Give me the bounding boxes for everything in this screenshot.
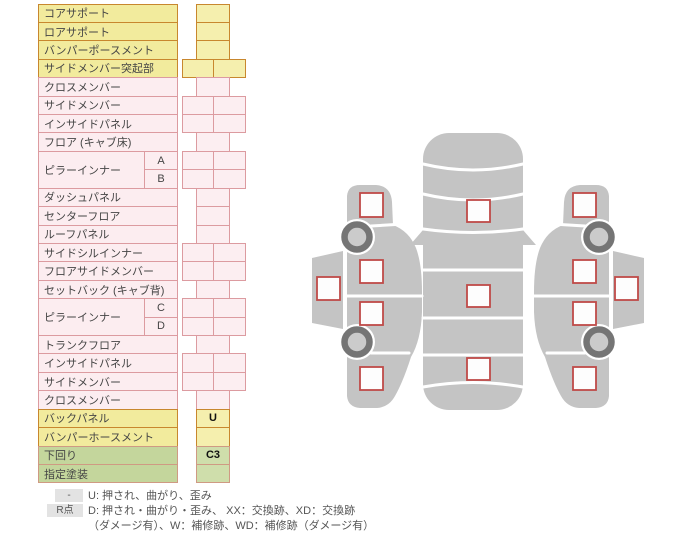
marker-left-rear-fender[interactable] [359, 366, 384, 391]
damage-cell[interactable] [182, 261, 214, 281]
damage-cell[interactable] [196, 21, 230, 42]
left-rear-wheel [341, 326, 373, 358]
marker-right-rear-door[interactable] [572, 301, 597, 326]
right-front-wheel [583, 221, 615, 253]
damage-diagram [312, 133, 644, 410]
row-label: インサイドパネル [38, 353, 178, 373]
damage-cell[interactable] [213, 316, 246, 337]
center-left-mirror [410, 230, 423, 245]
damage-cell[interactable] [196, 427, 230, 447]
damage-cell[interactable] [213, 298, 246, 318]
row-sub-label: D [144, 316, 178, 337]
row-label: ピラーインナー [38, 298, 145, 337]
damage-cell[interactable] [213, 95, 246, 115]
row-label: バンパーホースメント [38, 427, 178, 447]
damage-table: コアサポート ロアサポート バンパーポースメント サイドメンバー突起部 クロスメンバーサ… [0, 0, 260, 487]
legend-badge-rpoint: R点 [47, 504, 83, 517]
damage-cell[interactable] [182, 169, 214, 189]
marker-right-rear-fender[interactable] [572, 366, 597, 391]
damage-cell[interactable] [196, 132, 230, 152]
row-label: 下回り [38, 445, 178, 465]
marker-left-front-fender[interactable] [359, 192, 384, 218]
damage-cell[interactable] [196, 335, 230, 355]
row-label: サイドメンバー突起部 [38, 58, 178, 79]
damage-cell[interactable] [196, 279, 230, 300]
row-label: バンパーポースメント [38, 40, 178, 60]
damage-cell[interactable] [213, 58, 246, 79]
marker-center-hood[interactable] [466, 199, 491, 223]
row-label: コアサポート [38, 3, 178, 23]
damage-cell[interactable] [196, 3, 230, 23]
markers-layer [316, 192, 639, 391]
panel-lines [345, 162, 611, 389]
damage-cell[interactable] [213, 353, 246, 373]
row-label: バックパネル [38, 408, 178, 429]
row-label: ピラーインナー [38, 150, 145, 189]
legend-line-u: U: 押され、曲がり、歪み [88, 490, 212, 502]
row-label: サイドシルインナー [38, 242, 178, 263]
damage-cell[interactable] [213, 371, 246, 392]
row-label: ルーフパネル [38, 224, 178, 244]
marker-center-trunk[interactable] [466, 357, 491, 381]
row-label: サイドメンバー [38, 95, 178, 115]
damage-cell[interactable] [182, 242, 214, 263]
row-label: クロスメンバー [38, 390, 178, 410]
row-label: セットバック (キャブ背) [38, 279, 178, 300]
wheels-layer [339, 219, 617, 360]
row-sub-label: B [144, 169, 178, 189]
row-label: ロアサポート [38, 21, 178, 42]
row-label: インサイドパネル [38, 114, 178, 134]
right-rear-wheel [583, 326, 615, 358]
marker-right-front-fender[interactable] [572, 192, 597, 218]
damage-cell[interactable] [196, 224, 230, 244]
row-sub-label: A [144, 150, 178, 171]
damage-cell[interactable] [213, 242, 246, 263]
damage-cell[interactable] [182, 150, 214, 171]
row-label: フロアサイドメンバー [38, 261, 178, 281]
row-label: フロア (キャブ床) [38, 132, 178, 152]
row-label: ダッシュパネル [38, 187, 178, 208]
row-label: センターフロア [38, 206, 178, 226]
legend-line-d: D: 押され・曲がり・歪み、 XX：交換跡、XD：交換跡 [88, 505, 356, 517]
damage-cell[interactable] [196, 187, 230, 208]
damage-cell[interactable] [182, 353, 214, 373]
damage-cell[interactable] [213, 114, 246, 134]
damage-cell[interactable] [196, 390, 230, 410]
damage-cell[interactable] [196, 464, 230, 484]
damage-cell[interactable] [213, 169, 246, 189]
damage-cell[interactable] [182, 298, 214, 318]
row-label: サイドメンバー [38, 371, 178, 392]
damage-cell[interactable] [182, 371, 214, 392]
left-front-wheel [341, 221, 373, 253]
marker-center-roof[interactable] [466, 284, 491, 308]
legend-line-d2: （ダメージ有）、W：補修跡、WD：補修跡（ダメージ有） [88, 520, 375, 532]
damage-cell[interactable] [213, 150, 246, 171]
damage-cell[interactable] [182, 58, 214, 79]
damage-cell[interactable]: U [196, 408, 230, 429]
damage-cell[interactable] [196, 206, 230, 226]
damage-cell[interactable] [213, 261, 246, 281]
damage-cell[interactable] [196, 40, 230, 60]
center-right-mirror [523, 230, 536, 245]
damage-cell[interactable] [182, 95, 214, 115]
marker-left-front-door[interactable] [359, 259, 384, 284]
marker-left-bumper[interactable] [316, 276, 341, 301]
row-label: クロスメンバー [38, 77, 178, 97]
row-label: トランクフロア [38, 335, 178, 355]
row-sub-label: C [144, 298, 178, 318]
marker-right-bumper[interactable] [614, 276, 639, 301]
legend-badge-dash: - [55, 489, 83, 502]
row-label: 指定塗装 [38, 464, 178, 484]
legend: - U: 押され、曲がり、歪み R点 D: 押され・曲がり・歪み、 XX：交換跡… [0, 487, 692, 535]
damage-cell[interactable] [182, 114, 214, 134]
marker-right-front-door[interactable] [572, 259, 597, 284]
damage-cell[interactable] [182, 316, 214, 337]
damage-cell[interactable]: C3 [196, 445, 230, 465]
marker-left-rear-door[interactable] [359, 301, 384, 326]
damage-cell[interactable] [196, 77, 230, 97]
